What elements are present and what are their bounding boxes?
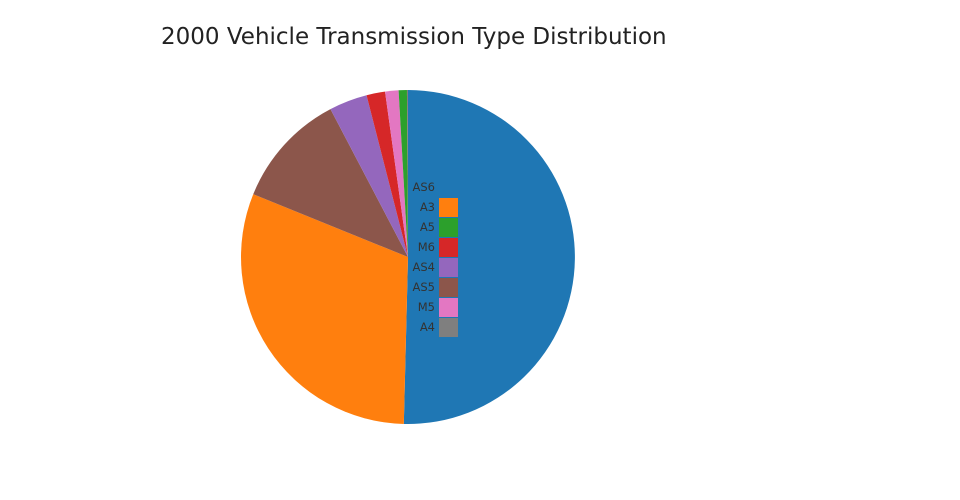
pie-slice-m6[interactable]: [366, 91, 408, 257]
pie-slice-a3[interactable]: [241, 194, 408, 424]
legend-swatch: [439, 218, 458, 237]
legend-item-m6[interactable]: M6: [418, 238, 458, 257]
legend-item-as5[interactable]: AS5: [413, 278, 458, 297]
legend-label: AS6: [413, 180, 435, 194]
legend: AS6 A3 A5 M6 AS4 AS5 M5 A4: [413, 180, 458, 337]
pie-slice-as5[interactable]: [253, 109, 408, 257]
legend-label: A3: [420, 200, 435, 214]
legend-label: AS4: [413, 260, 435, 274]
pie-slice-as6[interactable]: [403, 90, 575, 424]
pie-slice-a5[interactable]: [398, 90, 408, 257]
pie-slice-a4[interactable]: [406, 89, 408, 257]
legend-item-a3[interactable]: A3: [420, 198, 458, 217]
legend-swatch: [439, 318, 458, 337]
legend-item-a4[interactable]: A4: [420, 318, 458, 337]
pie-slices: [241, 89, 575, 424]
legend-item-a5[interactable]: A5: [420, 218, 458, 237]
legend-item-as4[interactable]: AS4: [413, 258, 458, 277]
legend-label: AS5: [413, 280, 435, 294]
legend-swatch: [439, 238, 458, 257]
legend-label: M6: [418, 240, 435, 254]
legend-label: A5: [420, 220, 435, 234]
pie-slice-m5[interactable]: [385, 90, 408, 258]
chart-title: 2000 Vehicle Transmission Type Distribut…: [161, 24, 667, 50]
legend-swatch: [439, 278, 458, 297]
legend-swatch: [439, 198, 458, 217]
legend-label: A4: [420, 320, 435, 334]
legend-swatch: [439, 298, 458, 317]
pie-slice-as4[interactable]: [330, 95, 408, 257]
legend-label: M5: [418, 300, 435, 314]
legend-item-as6[interactable]: AS6: [413, 180, 435, 194]
legend-item-m5[interactable]: M5: [418, 298, 458, 317]
legend-swatch: [439, 258, 458, 277]
